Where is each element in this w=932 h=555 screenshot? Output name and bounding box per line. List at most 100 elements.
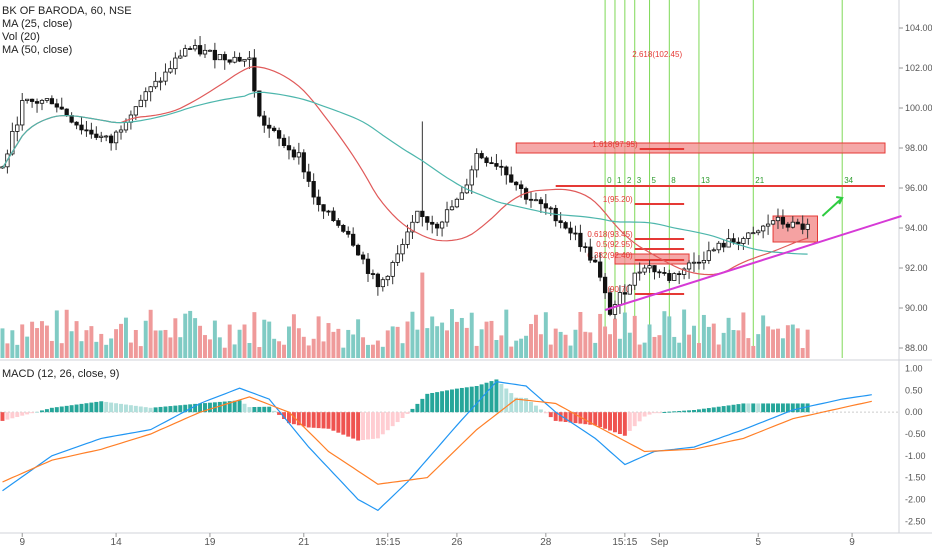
candle-up[interactable] — [770, 220, 776, 225]
candle-up[interactable] — [207, 49, 213, 52]
candle-up[interactable] — [741, 238, 746, 244]
candle-up[interactable] — [405, 231, 410, 245]
candle-down[interactable] — [785, 223, 790, 228]
signal-line[interactable] — [2, 396, 872, 485]
candle-up[interactable] — [647, 265, 652, 269]
candle-up[interactable] — [143, 91, 148, 101]
candle-down[interactable] — [509, 174, 514, 183]
candle-down[interactable] — [94, 133, 99, 138]
candle-down[interactable] — [514, 181, 519, 186]
candle-down[interactable] — [54, 103, 59, 108]
candle-down[interactable] — [602, 276, 608, 294]
candle-up[interactable] — [25, 98, 30, 101]
candle-up[interactable] — [632, 272, 637, 286]
candle-up[interactable] — [217, 54, 222, 61]
candle-down[interactable] — [736, 241, 741, 244]
candle-down[interactable] — [301, 152, 306, 173]
candle-down[interactable] — [262, 115, 267, 126]
candle-down[interactable] — [321, 204, 326, 212]
candle-down[interactable] — [578, 232, 583, 248]
candle-up[interactable] — [459, 192, 464, 200]
candle-down[interactable] — [326, 210, 331, 213]
candle-up[interactable] — [756, 230, 761, 234]
candle-up[interactable] — [682, 268, 687, 275]
candle-down[interactable] — [598, 261, 603, 278]
candle-down[interactable] — [286, 145, 292, 151]
candle-down[interactable] — [316, 196, 321, 206]
candle-up[interactable] — [686, 262, 692, 270]
candle-up[interactable] — [726, 238, 731, 248]
candle-up[interactable] — [247, 57, 252, 60]
candle-down[interactable] — [370, 273, 376, 275]
candle-down[interactable] — [518, 184, 524, 189]
candle-up[interactable] — [133, 106, 138, 116]
candle-down[interactable] — [188, 48, 193, 50]
candle-down[interactable] — [721, 242, 726, 248]
candle-down[interactable] — [360, 254, 366, 260]
candle-up[interactable] — [104, 135, 109, 138]
candle-up[interactable] — [627, 284, 632, 295]
candle-down[interactable] — [365, 258, 371, 274]
candle-down[interactable] — [346, 230, 351, 235]
candle-down[interactable] — [291, 149, 297, 158]
candle-down[interactable] — [696, 261, 702, 264]
candle-down[interactable] — [281, 137, 287, 146]
candle-down[interactable] — [276, 130, 282, 139]
candle-down[interactable] — [548, 207, 553, 210]
candle-down[interactable] — [538, 199, 544, 205]
candle-down[interactable] — [306, 171, 311, 182]
candle-down[interactable] — [780, 216, 786, 225]
candle-up[interactable] — [183, 48, 188, 57]
candle-up[interactable] — [395, 253, 400, 263]
candle-up[interactable] — [761, 225, 766, 232]
candle-down[interactable] — [667, 273, 672, 281]
candle-up[interactable] — [805, 223, 810, 230]
candle-down[interactable] — [583, 246, 588, 249]
candle-up[interactable] — [232, 56, 237, 63]
candle-down[interactable] — [49, 98, 54, 105]
candle-up[interactable] — [415, 210, 420, 223]
candle-down[interactable] — [573, 232, 578, 235]
candle-down[interactable] — [622, 292, 627, 295]
candle-down[interactable] — [430, 221, 435, 225]
candle-down[interactable] — [593, 259, 598, 263]
candle-up[interactable] — [672, 273, 677, 281]
consolidation-box[interactable] — [772, 215, 818, 243]
candle-down[interactable] — [74, 121, 79, 126]
candle-down[interactable] — [34, 101, 40, 104]
candle-down[interactable] — [29, 98, 35, 102]
ma25-line[interactable] — [1, 65, 808, 276]
candle-up[interactable] — [711, 249, 716, 252]
candle-down[interactable] — [528, 198, 534, 201]
candle-down[interactable] — [568, 227, 573, 234]
candle-down[interactable] — [652, 265, 657, 273]
candle-up[interactable] — [746, 232, 751, 239]
candle-down[interactable] — [355, 244, 361, 256]
candle-up[interactable] — [153, 80, 158, 88]
candle-up[interactable] — [469, 169, 474, 186]
candle-down[interactable] — [543, 203, 548, 209]
candle-up[interactable] — [158, 80, 163, 83]
candle-up[interactable] — [701, 260, 707, 264]
candle-up[interactable] — [706, 250, 711, 261]
candle-down[interactable] — [336, 220, 341, 226]
candle-down[interactable] — [607, 292, 613, 315]
candle-up[interactable] — [533, 199, 539, 202]
candle-down[interactable] — [84, 129, 89, 132]
candle-down[interactable] — [425, 216, 430, 223]
candle-up[interactable] — [474, 153, 479, 171]
candle-up[interactable] — [113, 131, 119, 144]
candle-down[interactable] — [484, 157, 489, 164]
candle-down[interactable] — [494, 163, 499, 167]
candle-down[interactable] — [109, 135, 114, 144]
candle-down[interactable] — [375, 273, 381, 288]
candle-up[interactable] — [10, 130, 15, 155]
legend-macd[interactable]: MACD (12, 26, close, 9) — [2, 368, 120, 380]
candle-up[interactable] — [163, 71, 168, 82]
legend-volume[interactable]: Vol (20) — [2, 31, 40, 43]
candle-up[interactable] — [178, 55, 183, 59]
candle-down[interactable] — [237, 56, 242, 62]
candle-down[interactable] — [79, 124, 84, 131]
ma50-line[interactable] — [1, 91, 808, 255]
candle-down[interactable] — [504, 166, 509, 176]
